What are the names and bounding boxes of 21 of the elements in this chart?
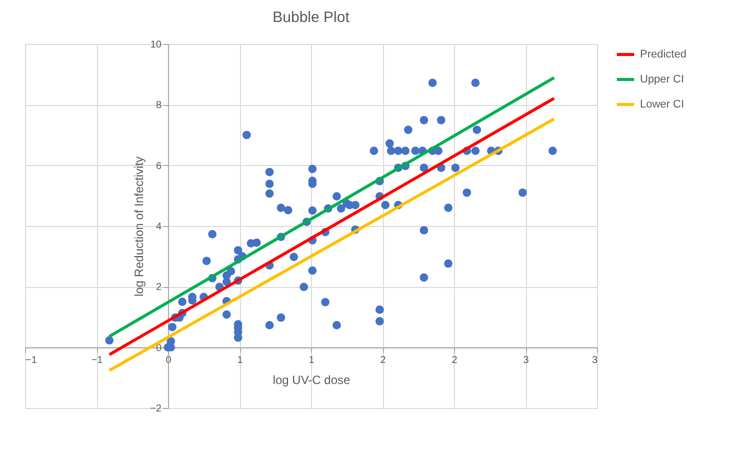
x-tick-label: 2 xyxy=(452,354,458,366)
x-tick-label: −1 xyxy=(26,354,38,366)
x-tick-label: 2 xyxy=(380,354,386,366)
y-tick-label: 10 xyxy=(150,40,162,50)
y-tick-label: 8 xyxy=(156,100,162,112)
x-tick-label: 3 xyxy=(523,354,530,366)
x-tick-label: 3 xyxy=(592,354,598,366)
y-tick-label: 4 xyxy=(156,222,162,232)
chart-title: Bubble Plot xyxy=(272,9,350,26)
legend-label: Lower CI xyxy=(640,98,684,110)
y-tick-label: 0 xyxy=(156,342,162,354)
x-tick-label: 1 xyxy=(308,354,315,366)
legend-label: Upper CI xyxy=(640,74,684,86)
y-tick-label: −2 xyxy=(150,404,162,414)
y-tick-label: 6 xyxy=(156,160,162,172)
y-tick-label: 2 xyxy=(156,282,162,294)
x-tick-label: −1 xyxy=(91,354,104,366)
x-axis-title: log UV-C dose xyxy=(272,372,351,387)
x-tick-label: 1 xyxy=(237,354,244,366)
y-axis-title: log Reduction of Infectivity xyxy=(132,156,146,297)
legend-label: Predicted xyxy=(640,48,686,60)
